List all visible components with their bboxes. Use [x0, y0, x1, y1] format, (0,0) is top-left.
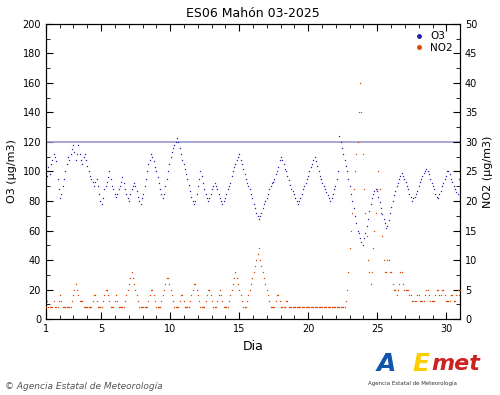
Y-axis label: O3 (µg/m3): O3 (µg/m3) — [7, 139, 17, 203]
Text: Agencia Estatal de Meteorología: Agencia Estatal de Meteorología — [368, 380, 457, 386]
X-axis label: Dia: Dia — [242, 340, 264, 352]
Text: met: met — [432, 354, 480, 374]
Y-axis label: NO2 (µg/m3): NO2 (µg/m3) — [483, 135, 493, 208]
Text: © Agencia Estatal de Meteorología: © Agencia Estatal de Meteorología — [5, 382, 162, 391]
Legend: O3, NO2: O3, NO2 — [414, 29, 455, 55]
Text: E: E — [412, 352, 430, 376]
Title: ES06 Mahón 03-2025: ES06 Mahón 03-2025 — [186, 7, 320, 20]
Text: A: A — [376, 352, 396, 376]
